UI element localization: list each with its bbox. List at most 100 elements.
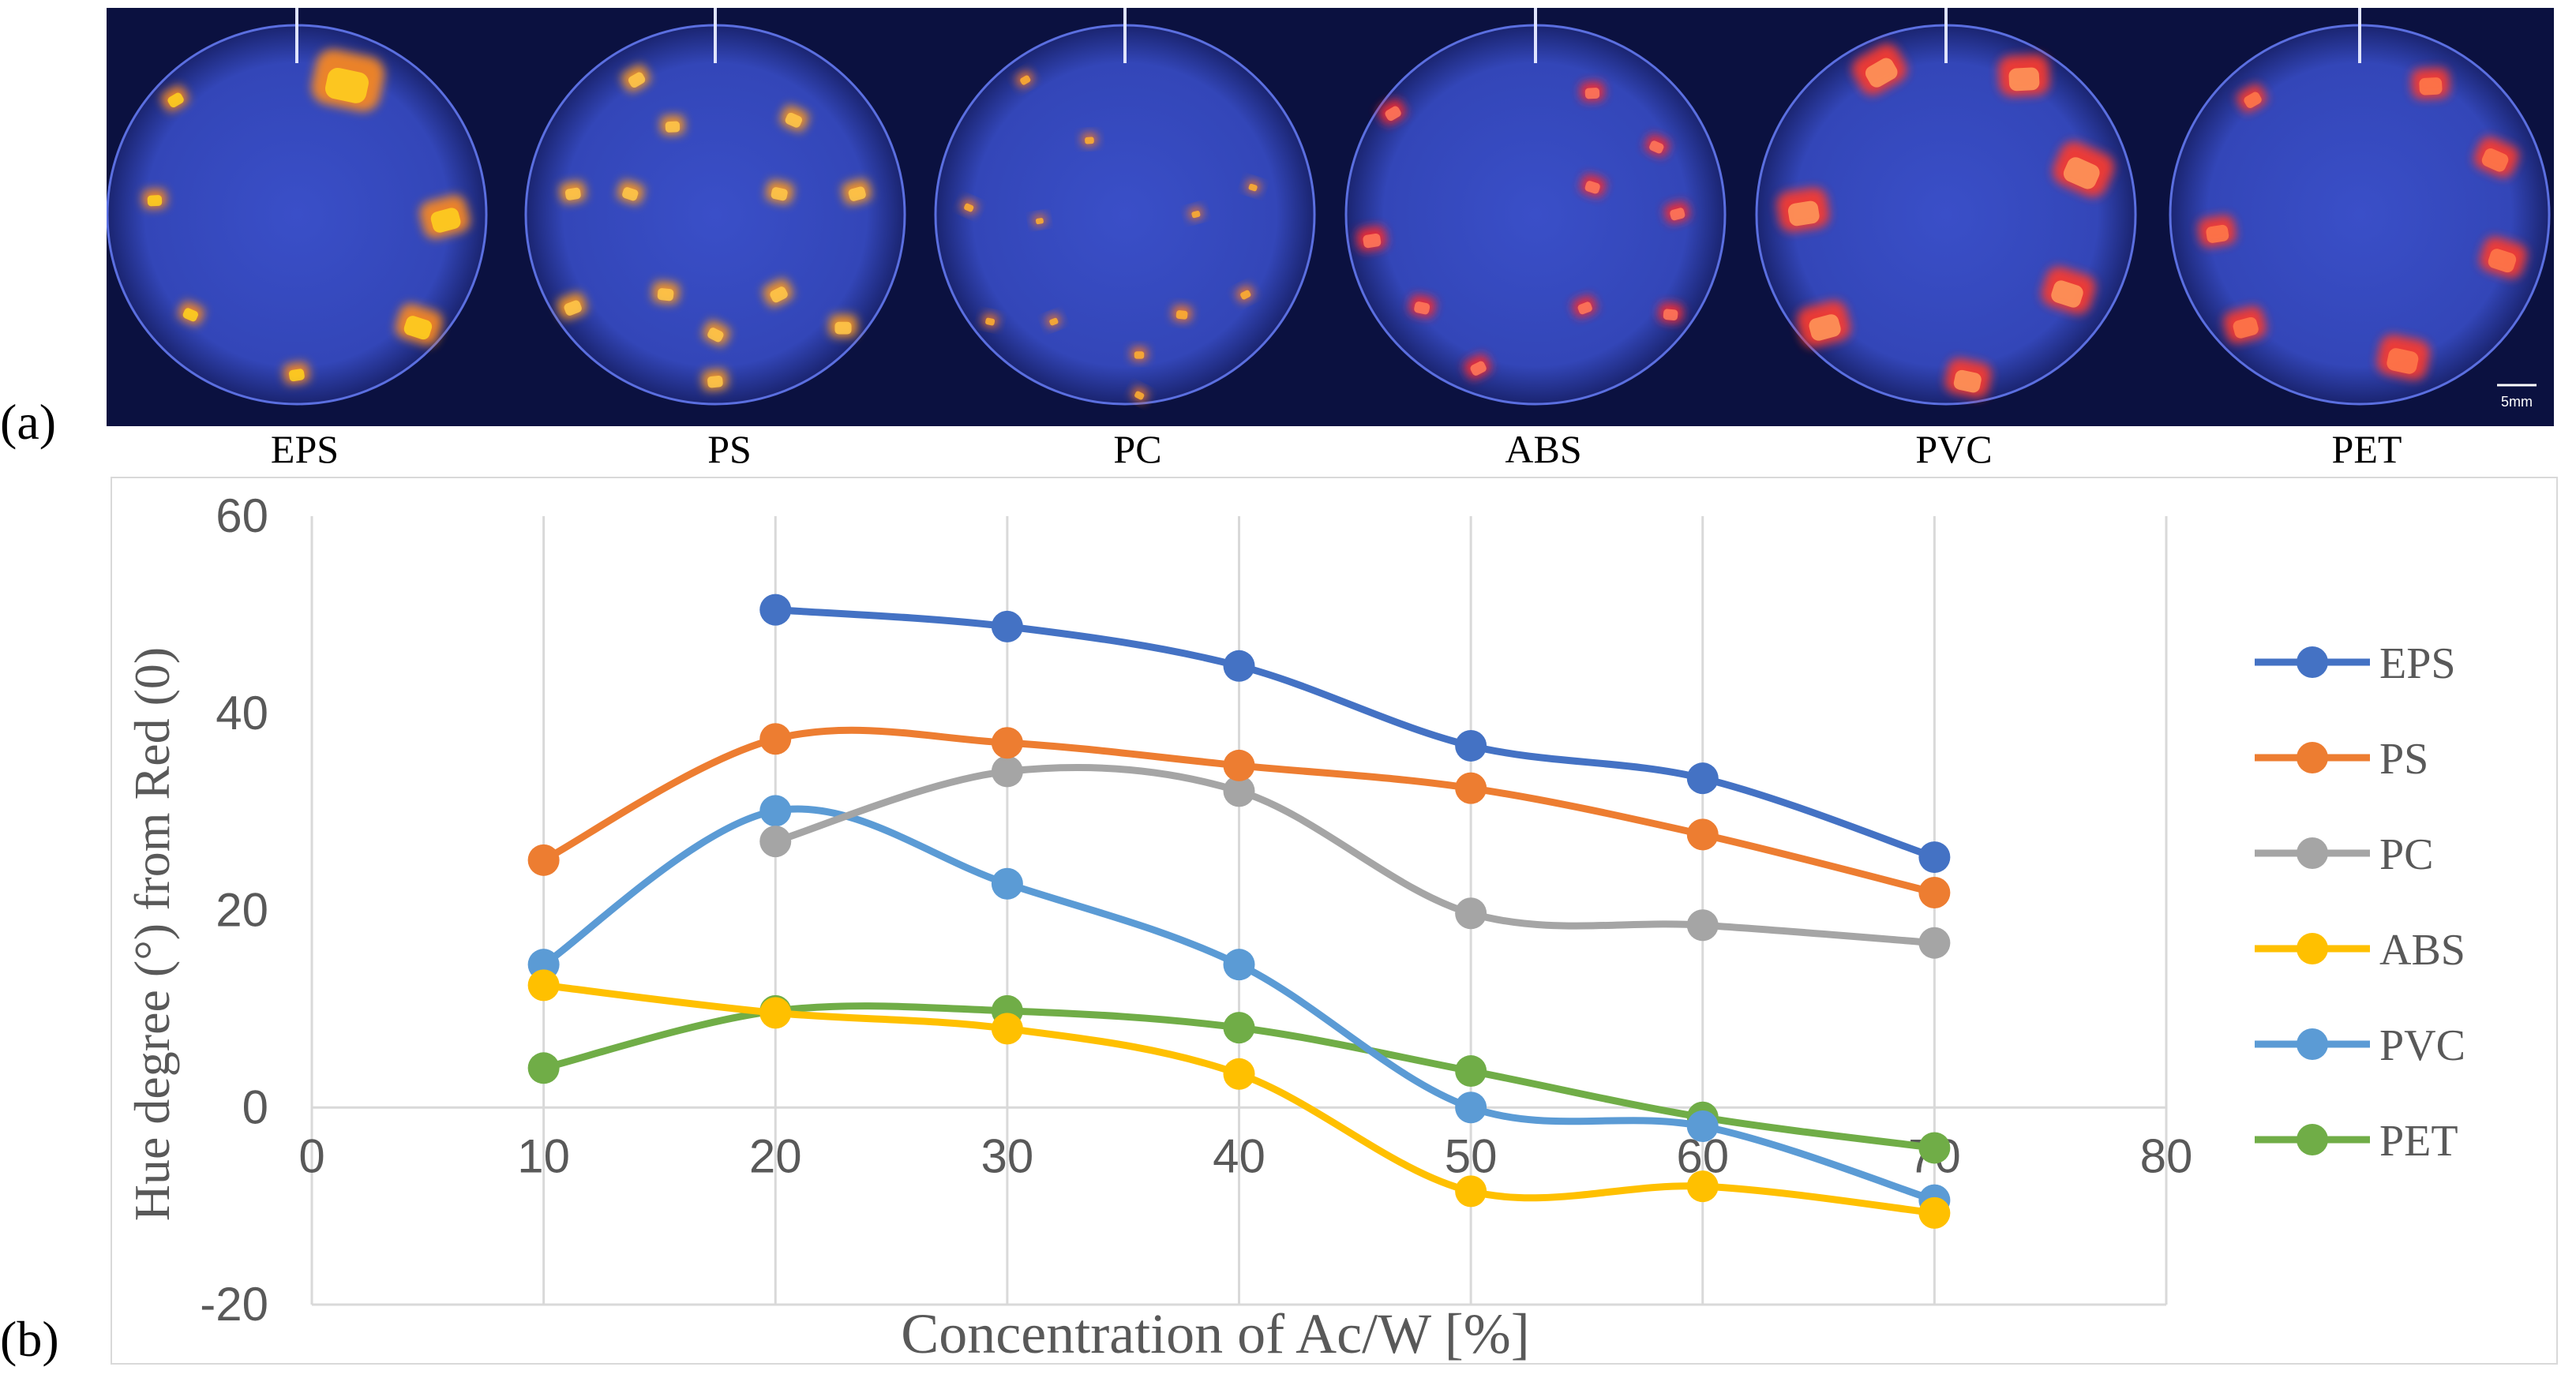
glowing-piece <box>1131 347 1148 361</box>
glowing-piece <box>703 320 730 346</box>
x-tick-label: 30 <box>981 1129 1034 1182</box>
y-tick-label: 0 <box>242 1080 268 1133</box>
legend-marker <box>2297 742 2328 773</box>
x-tick-label: 40 <box>1213 1129 1266 1182</box>
panel-a-label: (a) <box>0 394 57 450</box>
sample-label-ps: PS <box>707 427 752 471</box>
y-tick-label: 40 <box>216 687 268 740</box>
data-point-pet <box>527 1052 560 1084</box>
data-point-eps <box>1686 762 1719 795</box>
glowing-piece <box>1776 187 1830 232</box>
legend-label: EPS <box>2379 639 2456 688</box>
x-axis-title: Concentration of Ac/W [%] <box>901 1302 1529 1365</box>
data-point-pvc <box>1223 949 1255 981</box>
legend-marker <box>2297 1124 2328 1155</box>
legend-label: PS <box>2379 735 2428 784</box>
dish-pc <box>916 8 1334 426</box>
data-point-ps <box>527 844 560 876</box>
glowing-piece <box>1236 285 1254 302</box>
glowing-piece <box>1580 174 1607 197</box>
data-point-pvc <box>991 867 1023 900</box>
glowing-piece <box>1172 305 1192 322</box>
y-axis-title: Hue degree (°) from Red (0) <box>124 647 180 1222</box>
series-line-pc <box>771 764 1938 947</box>
series-eps <box>759 594 1951 874</box>
sample-label-pvc: PVC <box>1915 427 1993 471</box>
glowing-piece <box>1664 201 1690 224</box>
legend-label: PET <box>2379 1117 2458 1166</box>
glowing-piece <box>1658 302 1683 324</box>
glowing-piece <box>1246 180 1261 193</box>
glowing-piece <box>1033 214 1047 226</box>
series-pc <box>759 755 1951 959</box>
x-tick-label: 0 <box>298 1129 324 1182</box>
data-point-abs <box>1455 1175 1487 1208</box>
dish-abs <box>1326 8 1745 426</box>
glowing-piece <box>2223 306 2267 344</box>
glowing-piece <box>2041 266 2096 314</box>
glowing-piece <box>142 189 167 209</box>
glowing-piece <box>161 85 189 111</box>
glowing-piece <box>1131 387 1149 403</box>
data-point-eps <box>991 610 1023 642</box>
data-point-pet <box>1223 1012 1255 1044</box>
data-point-pc <box>1455 897 1487 930</box>
data-point-pet <box>1918 1132 1951 1164</box>
y-tick-label: -20 <box>200 1278 268 1331</box>
glowing-piece <box>652 281 680 304</box>
data-point-ps <box>1223 749 1255 781</box>
data-point-eps <box>1455 729 1487 762</box>
dish-ps <box>506 8 924 426</box>
glowing-piece <box>1015 70 1034 88</box>
glowing-piece <box>419 195 471 239</box>
data-point-abs <box>1686 1170 1719 1203</box>
dish-eps <box>107 8 506 426</box>
dish-pet <box>2150 8 2554 426</box>
legend-item-eps: EPS <box>2255 639 2456 688</box>
x-tick-label: 50 <box>1445 1129 1498 1182</box>
glowing-piece <box>1408 294 1436 318</box>
data-point-pvc <box>1455 1092 1487 1124</box>
glowing-piece <box>1464 354 1491 380</box>
glowing-piece <box>1580 81 1605 102</box>
glowing-piece <box>2198 215 2237 248</box>
sample-label-eps: EPS <box>270 427 339 471</box>
glowing-piece <box>2411 67 2450 99</box>
legend-label: PC <box>2379 830 2434 879</box>
legend-label: ABS <box>2379 926 2465 975</box>
glowing-piece <box>780 105 809 132</box>
data-point-pc <box>1223 775 1255 807</box>
data-point-abs <box>991 1013 1023 1045</box>
glowing-piece <box>1998 54 2050 97</box>
glowing-piece <box>395 303 443 346</box>
data-point-pvc <box>1686 1110 1719 1142</box>
glowing-piece <box>1188 207 1203 220</box>
series-abs <box>527 969 1951 1229</box>
legend-item-pc: PC <box>2255 830 2434 879</box>
data-point-pc <box>991 755 1023 788</box>
glowing-piece <box>2053 141 2114 197</box>
glowing-piece <box>178 301 204 325</box>
data-point-pc <box>1918 927 1951 959</box>
glowing-piece <box>1572 295 1597 318</box>
legend-item-abs: ABS <box>2255 926 2465 975</box>
data-point-pc <box>1686 909 1719 942</box>
data-point-pet <box>1455 1055 1487 1088</box>
series-line-eps <box>771 606 1938 861</box>
glowing-piece <box>961 199 978 215</box>
dish-pvc <box>1737 8 2155 426</box>
glowing-piece <box>702 369 729 391</box>
data-point-abs <box>759 997 792 1029</box>
legend-item-ps: PS <box>2255 735 2428 784</box>
glowing-piece <box>621 65 651 92</box>
x-tick-label: 20 <box>749 1129 802 1182</box>
glowing-piece <box>283 361 310 384</box>
scale-bar-label: 5mm <box>2501 394 2533 410</box>
legend-label: PVC <box>2379 1021 2465 1070</box>
series-ps <box>527 723 1951 909</box>
legend-marker <box>2297 933 2328 964</box>
sample-label-pet: PET <box>2331 427 2402 471</box>
data-point-abs <box>527 969 560 1002</box>
legend-item-pet: PET <box>2255 1117 2458 1166</box>
data-point-ps <box>1686 818 1719 851</box>
